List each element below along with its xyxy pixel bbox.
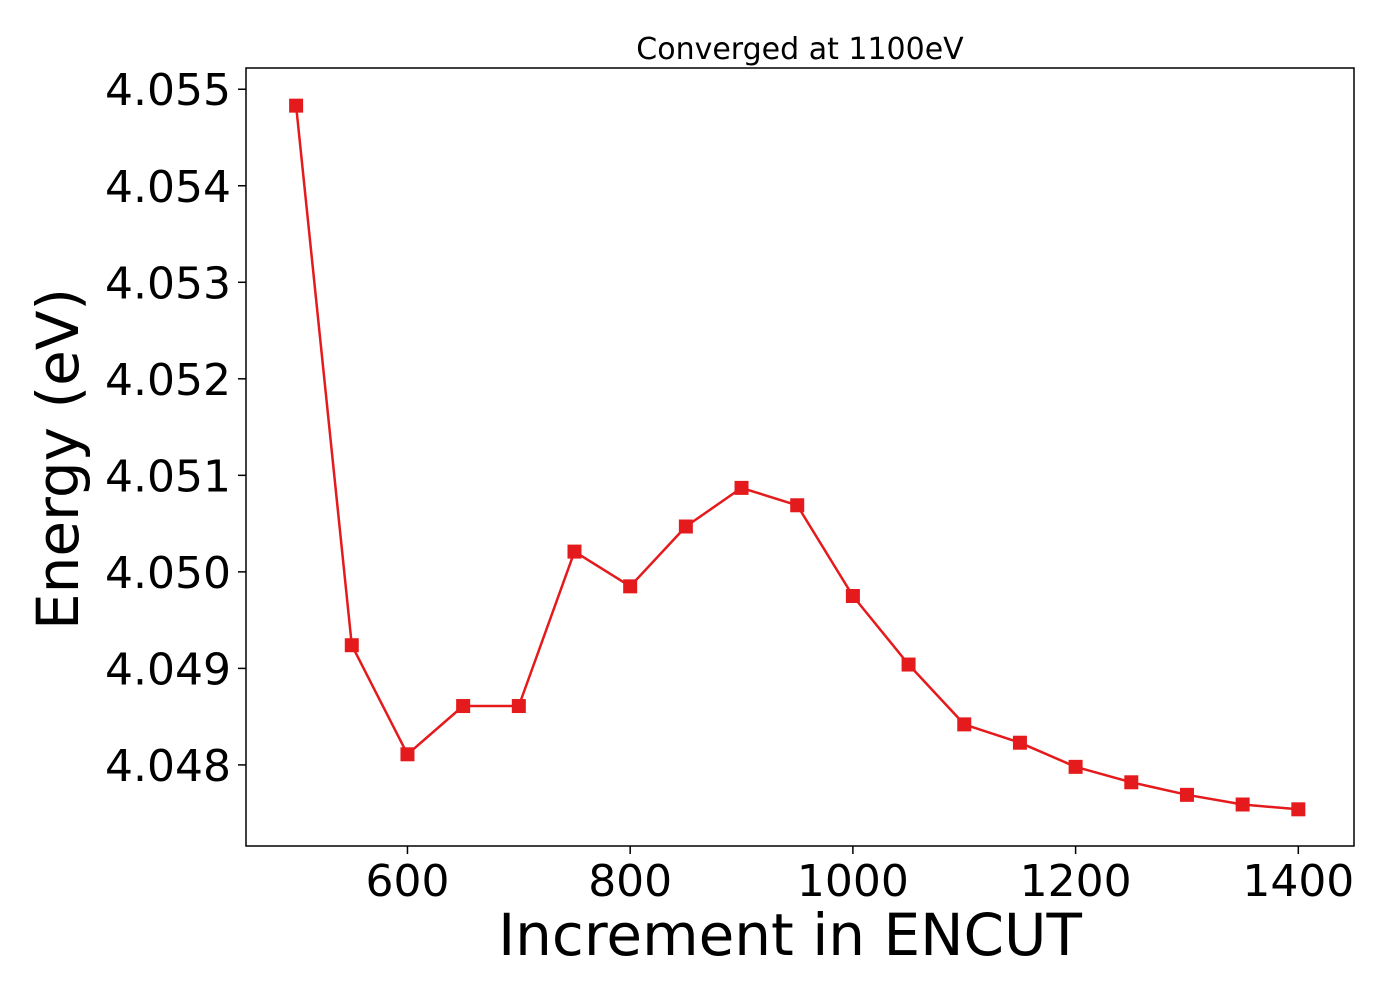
y-tick-label: 4.053 xyxy=(105,258,231,309)
plot-area-frame xyxy=(245,67,1355,847)
data-point-marker xyxy=(344,638,359,653)
y-tick-label: 4.055 xyxy=(105,65,231,116)
x-axis-ticks: 600 800 1000 1200 1400 xyxy=(365,846,1354,907)
y-axis-ticks: 4.048 4.049 4.050 4.051 4.052 4.053 4.054 4.055 xyxy=(105,65,246,792)
data-point-marker xyxy=(1291,802,1306,817)
x-tick-label: 600 xyxy=(365,856,449,907)
x-axis-label: Increment in ENCUT xyxy=(498,901,1082,969)
data-point-marker xyxy=(567,544,582,559)
data-point-marker xyxy=(845,588,860,603)
y-tick-label: 4.049 xyxy=(105,644,231,695)
y-tick-label: 4.048 xyxy=(105,741,231,792)
y-tick-label: 4.051 xyxy=(105,451,231,502)
data-point-marker xyxy=(1012,735,1027,750)
data-point-marker xyxy=(1068,759,1083,774)
data-point-marker xyxy=(678,519,693,534)
data-point-marker xyxy=(456,699,471,714)
data-point-marker xyxy=(901,657,916,672)
data-point-marker xyxy=(957,717,972,732)
data-point-marker xyxy=(511,699,526,714)
data-point-marker xyxy=(1235,797,1250,812)
y-tick-label: 4.050 xyxy=(105,548,231,599)
data-point-marker xyxy=(790,498,805,513)
data-point-marker xyxy=(623,579,638,594)
data-point-marker xyxy=(734,480,749,495)
y-tick-label: 4.054 xyxy=(105,162,231,213)
data-point-marker xyxy=(1179,787,1194,802)
x-tick-label: 800 xyxy=(588,856,672,907)
x-tick-label: 1000 xyxy=(797,856,909,907)
chart-title: Converged at 1100eV xyxy=(636,32,964,67)
x-tick-label: 1400 xyxy=(1242,856,1354,907)
data-point-marker xyxy=(1124,775,1139,790)
y-axis-label: Energy (eV) xyxy=(24,288,92,630)
x-tick-label: 1200 xyxy=(1020,856,1132,907)
data-point-marker xyxy=(289,98,304,113)
series-layer xyxy=(289,98,1306,817)
data-point-marker xyxy=(400,747,415,762)
y-tick-label: 4.052 xyxy=(105,355,231,406)
